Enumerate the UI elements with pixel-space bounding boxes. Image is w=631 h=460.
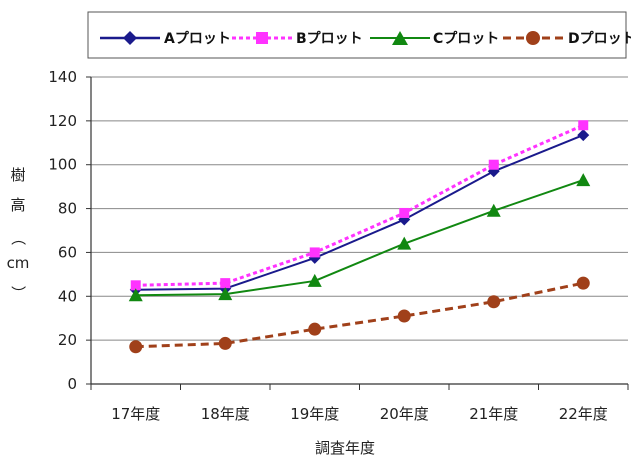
x-tick-label-2: 19年度 (290, 405, 339, 423)
data-point-s1-5 (578, 120, 589, 131)
x-tick-label-4: 21年度 (469, 405, 518, 423)
x-axis-title: 調査年度 (315, 439, 375, 457)
series-line-0 (135, 134, 584, 291)
data-point-s3-1 (218, 336, 232, 350)
data-point-s2-0 (128, 288, 143, 302)
data-point-s2-5 (576, 173, 591, 187)
legend-label-a: Aプロット (164, 31, 231, 47)
y-tick-label-80: 80 (58, 200, 77, 218)
y-tick-label-0: 0 (67, 375, 77, 393)
data-point-s3-0 (129, 340, 143, 354)
data-point-s0-5 (577, 129, 590, 142)
y-tick-label-120: 120 (48, 112, 77, 130)
y-tick-labels: 0 20 40 60 80 100 120 140 (48, 68, 77, 393)
y-axis-title: 樹 高 （ cm ） (7, 166, 30, 301)
y-axis-title-char-1: 樹 (10, 166, 25, 184)
y-axis-title-char-3: （ (9, 230, 27, 245)
legend-label-c: Cプロット (433, 31, 499, 47)
legend-marker-a (123, 31, 137, 45)
gridlines (91, 76, 628, 341)
data-point-s1-3 (399, 207, 410, 218)
data-point-s2-1 (218, 287, 233, 301)
legend-entry-d: Dプロット (503, 31, 631, 47)
series-layer (128, 120, 591, 354)
data-point-s3-3 (397, 309, 411, 323)
x-tick-labels: 17年度 18年度 19年度 20年度 21年度 22年度 (111, 405, 608, 423)
series-line-1 (135, 123, 584, 287)
data-point-s2-2 (307, 273, 322, 287)
data-point-s2-3 (397, 236, 412, 250)
y-tick-label-60: 60 (58, 243, 77, 261)
legend-marker-b (256, 32, 268, 44)
axes (86, 76, 629, 390)
series-line-3 (135, 281, 584, 349)
data-point-s3-2 (308, 322, 322, 336)
data-point-s1-2 (309, 247, 320, 258)
y-axis-title-char-2: 高 (10, 196, 25, 214)
legend-entry-b: Bプロット (232, 31, 363, 47)
data-point-s1-1 (220, 278, 231, 289)
y-axis-title-char-4: cm (7, 254, 30, 272)
legend-label-d: Dプロット (568, 31, 631, 47)
data-point-s3-5 (576, 276, 590, 290)
y-tick-label-20: 20 (58, 331, 77, 349)
x-tick-label-3: 20年度 (380, 405, 429, 423)
x-tick-label-5: 22年度 (559, 405, 608, 423)
x-tick-label-0: 17年度 (111, 405, 160, 423)
legend-entry-a: Aプロット (100, 31, 231, 47)
data-point-s3-4 (487, 295, 501, 309)
data-point-s1-4 (488, 159, 499, 170)
y-tick-label-100: 100 (48, 156, 77, 174)
legend-entry-c: Cプロット (370, 31, 499, 47)
legend-marker-d (526, 31, 540, 45)
series-line-2 (135, 179, 584, 297)
legend-label-b: Bプロット (296, 31, 363, 47)
data-point-s1-0 (130, 280, 141, 291)
data-point-s2-4 (486, 203, 501, 217)
y-tick-label-40: 40 (58, 287, 77, 305)
legend-marker-c (392, 31, 408, 45)
x-tick-label-1: 18年度 (201, 405, 250, 423)
y-axis-title-char-5: ） (9, 285, 27, 300)
y-tick-label-140: 140 (48, 68, 77, 86)
